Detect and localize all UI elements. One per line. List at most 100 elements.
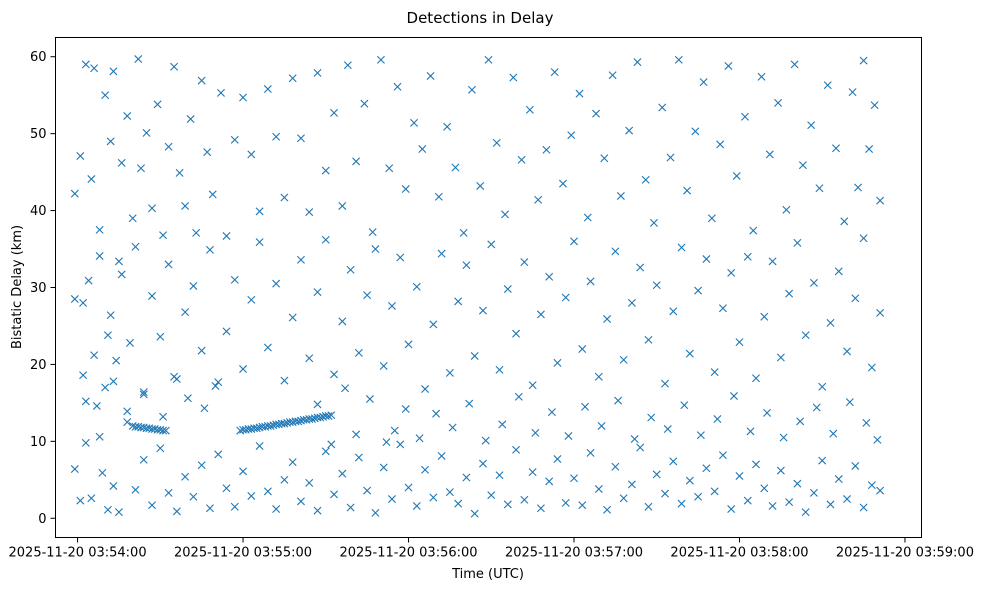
data-point bbox=[308, 415, 316, 424]
data-point bbox=[90, 351, 99, 360]
data-point bbox=[644, 502, 653, 511]
data-point bbox=[205, 504, 214, 513]
data-point bbox=[330, 108, 339, 117]
data-point bbox=[164, 142, 173, 151]
data-point bbox=[727, 268, 736, 277]
data-point bbox=[534, 195, 543, 204]
data-point bbox=[636, 443, 645, 452]
data-point bbox=[216, 88, 225, 97]
data-point bbox=[272, 505, 281, 514]
data-point bbox=[247, 150, 256, 159]
data-point bbox=[379, 463, 388, 472]
data-point bbox=[785, 289, 794, 298]
data-point bbox=[600, 154, 609, 163]
data-point bbox=[843, 495, 852, 504]
data-point bbox=[652, 281, 661, 290]
data-point bbox=[70, 295, 79, 304]
data-point bbox=[694, 492, 703, 501]
data-point bbox=[404, 483, 413, 492]
data-point bbox=[503, 285, 512, 294]
data-point bbox=[404, 340, 413, 349]
data-point bbox=[876, 308, 885, 317]
data-point bbox=[109, 67, 118, 76]
x-tick-label: 2025-11-20 03:56:00 bbox=[339, 546, 477, 561]
data-point bbox=[809, 278, 818, 287]
data-point bbox=[109, 481, 118, 490]
data-point bbox=[92, 401, 101, 410]
data-point bbox=[128, 214, 137, 223]
data-point bbox=[542, 145, 551, 154]
data-point bbox=[851, 461, 860, 470]
data-point bbox=[161, 426, 170, 435]
data-point bbox=[239, 365, 248, 374]
data-point bbox=[567, 131, 576, 140]
data-point bbox=[801, 331, 810, 340]
data-point bbox=[181, 472, 190, 481]
data-point bbox=[870, 101, 879, 110]
data-point bbox=[170, 372, 179, 381]
data-point bbox=[214, 450, 223, 459]
data-point bbox=[793, 479, 802, 488]
data-point bbox=[95, 225, 104, 234]
data-point bbox=[614, 396, 623, 405]
data-point bbox=[396, 253, 405, 262]
data-point bbox=[387, 301, 396, 310]
data-point bbox=[272, 279, 281, 288]
data-point bbox=[280, 376, 289, 385]
data-point bbox=[410, 118, 419, 127]
data-point bbox=[727, 505, 736, 514]
data-point bbox=[834, 475, 843, 484]
y-tick-label: 60 bbox=[30, 50, 47, 65]
y-tick-label: 30 bbox=[30, 281, 47, 296]
data-point bbox=[153, 100, 162, 109]
data-point bbox=[321, 166, 330, 175]
data-point bbox=[222, 484, 231, 493]
x-tick-label: 2025-11-20 03:58:00 bbox=[670, 546, 808, 561]
data-point bbox=[412, 501, 421, 510]
data-point bbox=[873, 435, 882, 444]
data-point bbox=[263, 487, 272, 496]
data-point bbox=[561, 293, 570, 302]
data-point bbox=[159, 426, 168, 435]
data-point bbox=[834, 267, 843, 276]
data-point bbox=[462, 473, 471, 482]
data-point bbox=[512, 329, 521, 338]
data-point bbox=[131, 242, 140, 251]
data-point bbox=[578, 501, 587, 510]
data-point bbox=[316, 413, 325, 422]
data-point bbox=[139, 390, 148, 399]
data-point bbox=[148, 204, 157, 213]
data-point bbox=[192, 228, 201, 237]
data-point bbox=[288, 313, 297, 322]
data-point bbox=[851, 294, 860, 303]
data-point bbox=[117, 158, 126, 167]
data-point bbox=[429, 320, 438, 329]
y-tick-label: 0 bbox=[38, 512, 46, 527]
data-point bbox=[611, 247, 620, 256]
data-point bbox=[159, 412, 168, 421]
data-point bbox=[106, 311, 115, 320]
data-point bbox=[305, 478, 314, 487]
data-point bbox=[785, 498, 794, 507]
data-point bbox=[763, 408, 772, 417]
data-point bbox=[382, 438, 391, 447]
data-point bbox=[305, 354, 314, 363]
data-point bbox=[203, 148, 212, 157]
data-point bbox=[90, 64, 99, 73]
data-point bbox=[611, 462, 620, 471]
data-point bbox=[575, 89, 584, 98]
data-point bbox=[661, 379, 669, 388]
data-point bbox=[636, 263, 645, 272]
data-point bbox=[487, 240, 496, 249]
data-point bbox=[570, 474, 578, 483]
data-point bbox=[699, 78, 708, 87]
data-point bbox=[848, 88, 857, 97]
data-point bbox=[296, 497, 305, 506]
data-point bbox=[197, 76, 206, 85]
data-point bbox=[536, 504, 545, 513]
data-point bbox=[865, 145, 874, 154]
data-point bbox=[172, 507, 181, 516]
data-point bbox=[478, 306, 487, 315]
data-point bbox=[583, 213, 592, 222]
